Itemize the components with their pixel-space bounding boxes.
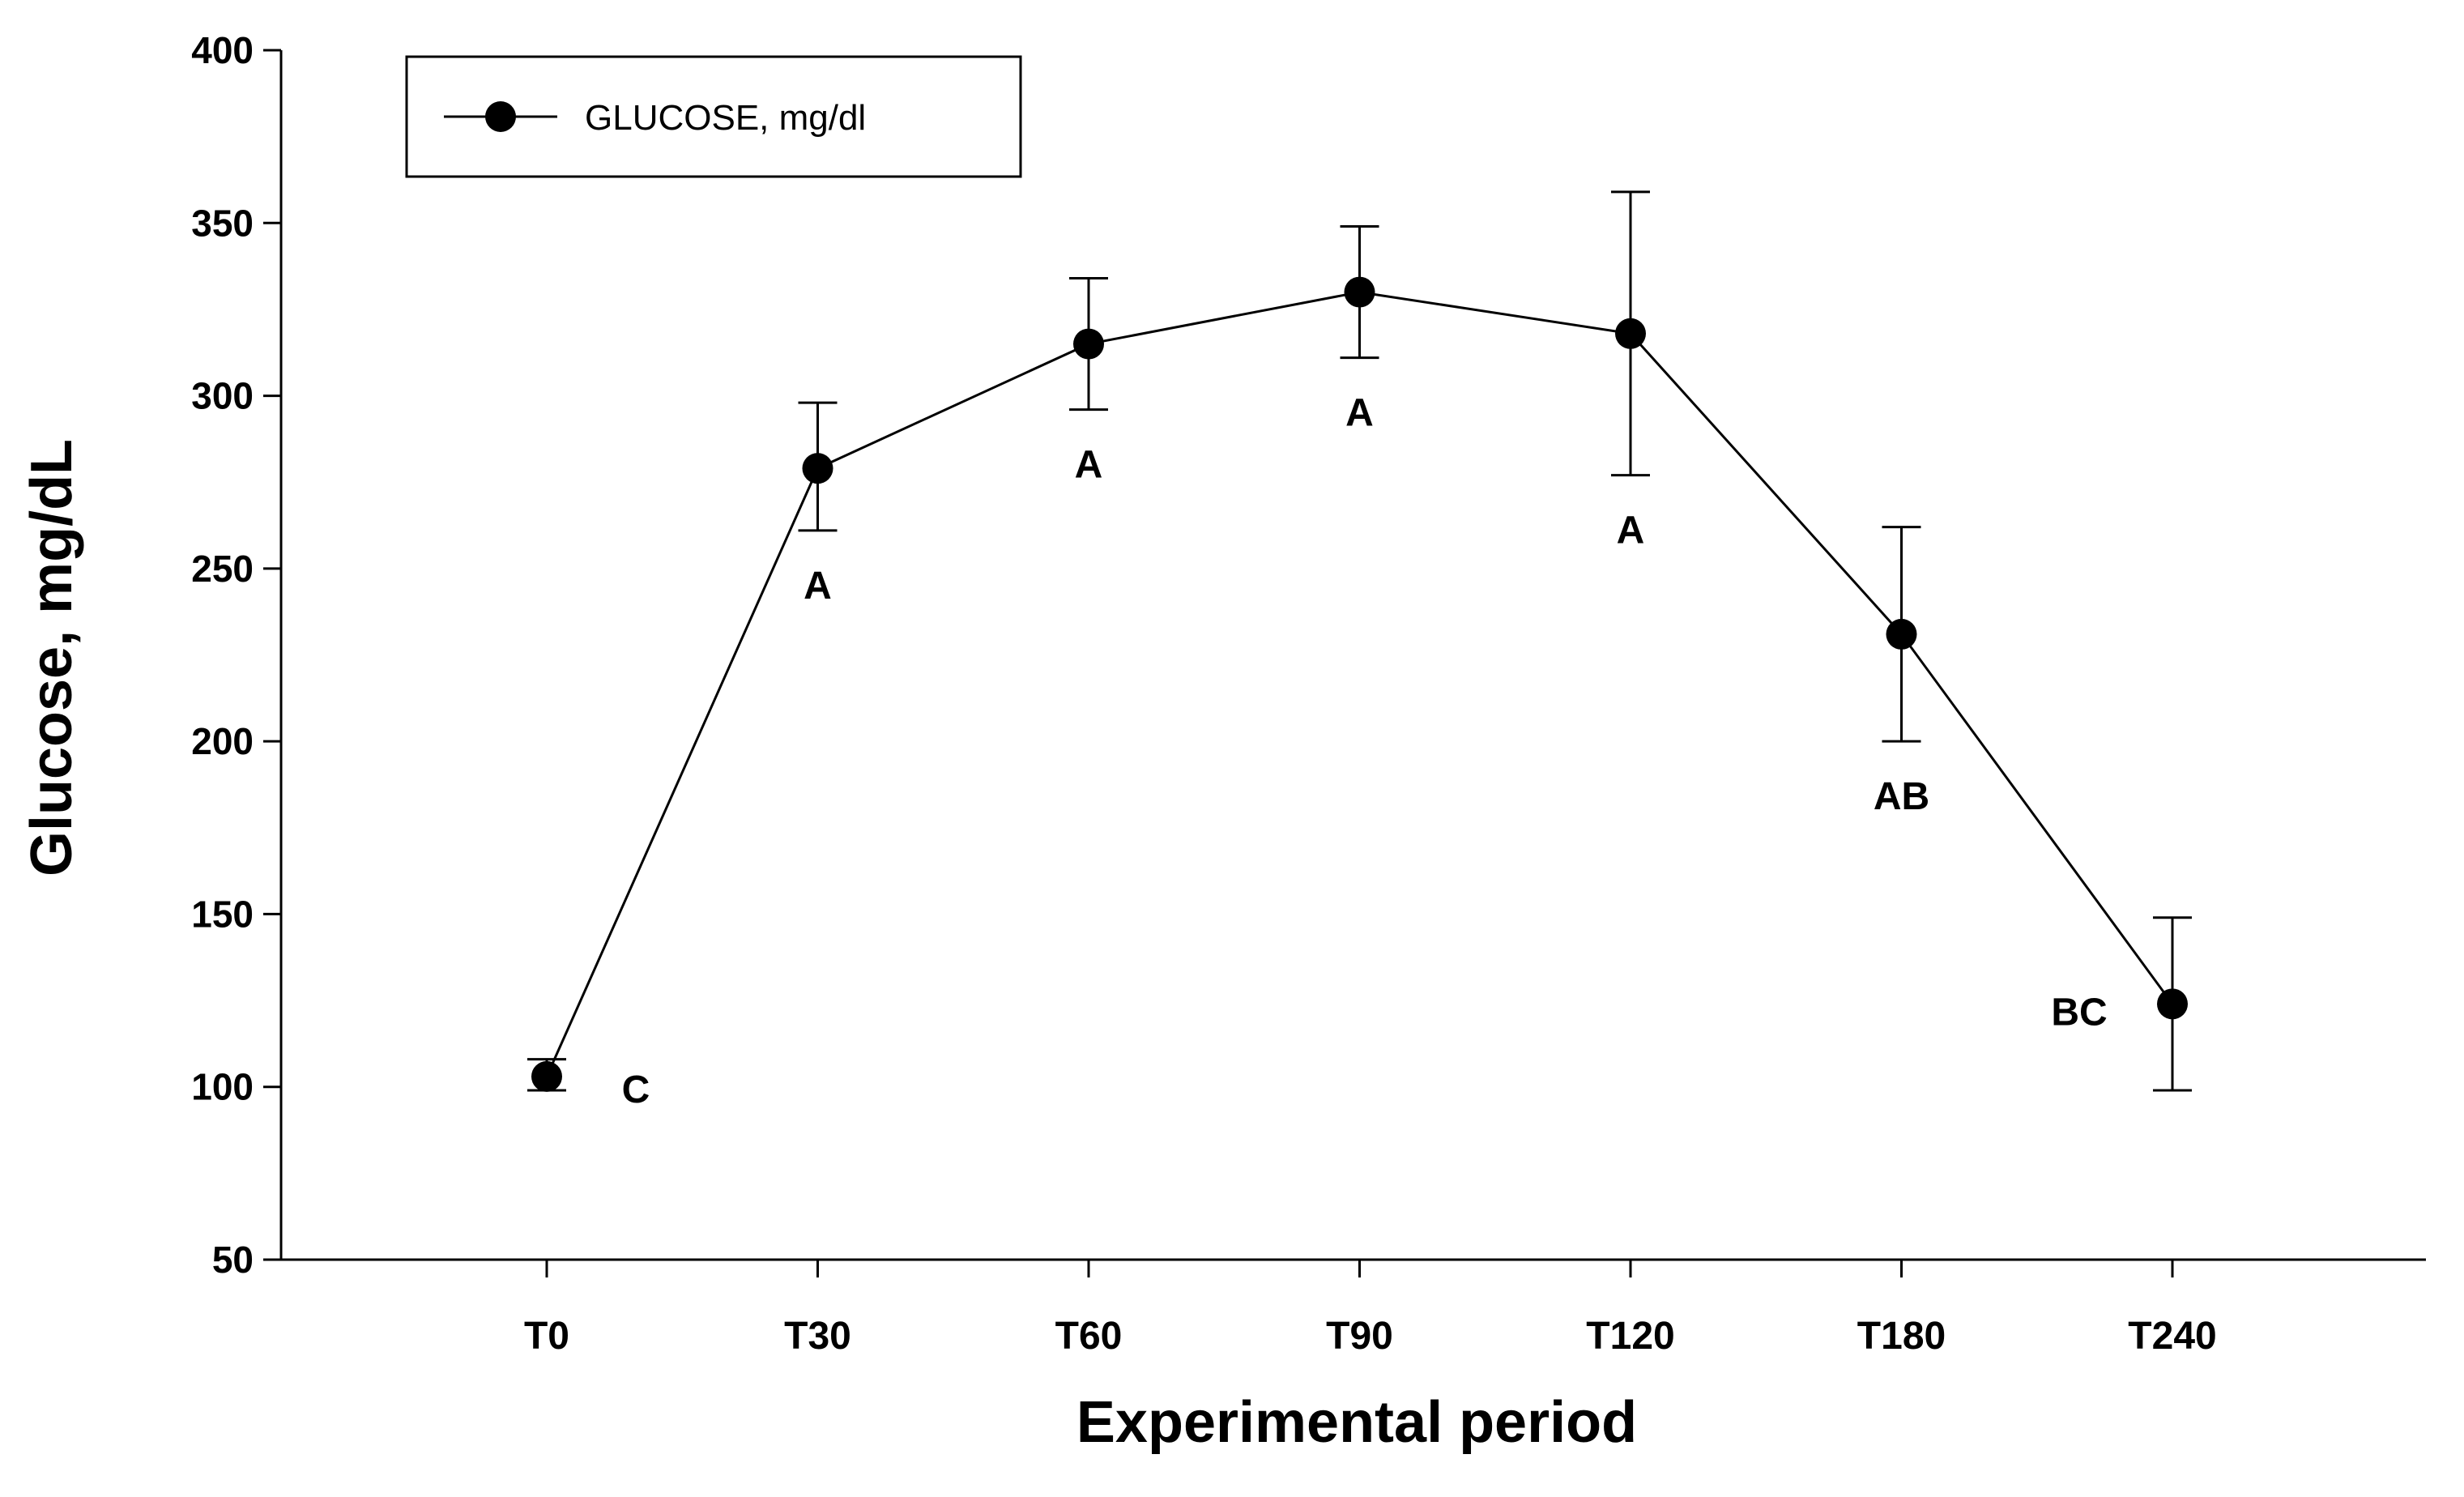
y-axis-ticks: 50 100 150 200 250 300 350 400 [191, 29, 281, 1281]
y-tick-label: 250 [191, 548, 254, 590]
axes [279, 50, 2426, 1261]
data-point [531, 1060, 562, 1092]
x-tick-label: T120 [1586, 1315, 1674, 1358]
data-point [1615, 318, 1646, 349]
data-point [1886, 618, 1917, 650]
data-point [2157, 988, 2188, 1020]
x-tick-label: T60 [1055, 1315, 1123, 1358]
annotation-label: BC [2051, 991, 2107, 1034]
y-tick-label: 400 [191, 29, 254, 71]
data-markers [531, 276, 2188, 1092]
x-tick-label: T30 [784, 1315, 851, 1358]
y-tick-label: 100 [191, 1066, 254, 1108]
annotation-label: A [1075, 444, 1103, 487]
y-tick-label: 50 [212, 1239, 254, 1281]
x-tick-label: T90 [1326, 1315, 1393, 1358]
significance-annotations: C A A A A AB BC [622, 392, 2108, 1111]
x-tick-label: T0 [524, 1315, 569, 1358]
annotation-label: A [1345, 392, 1374, 435]
data-point [802, 453, 833, 484]
y-tick-label: 350 [191, 202, 254, 244]
annotation-label: A [1617, 510, 1645, 552]
data-point [1344, 276, 1375, 308]
y-axis-title: Glucose, mg/dL [19, 439, 84, 876]
x-tick-label: T180 [1857, 1315, 1946, 1358]
annotation-label: A [804, 565, 832, 608]
legend-marker-sample [485, 101, 516, 132]
x-axis-ticks: T0 T30 T60 T90 T120 T180 T240 [524, 1260, 2217, 1358]
y-tick-label: 200 [191, 720, 254, 762]
legend-label: GLUCOSE, mg/dl [585, 98, 866, 138]
y-tick-label: 300 [191, 375, 254, 417]
annotation-label: C [622, 1068, 650, 1111]
y-tick-label: 150 [191, 893, 254, 935]
x-tick-label: T240 [2128, 1315, 2216, 1358]
legend: GLUCOSE, mg/dl [405, 55, 1022, 178]
data-point [1073, 328, 1104, 360]
annotation-label: AB [1874, 775, 1929, 818]
x-axis-title: Experimental period [1076, 1390, 1637, 1455]
